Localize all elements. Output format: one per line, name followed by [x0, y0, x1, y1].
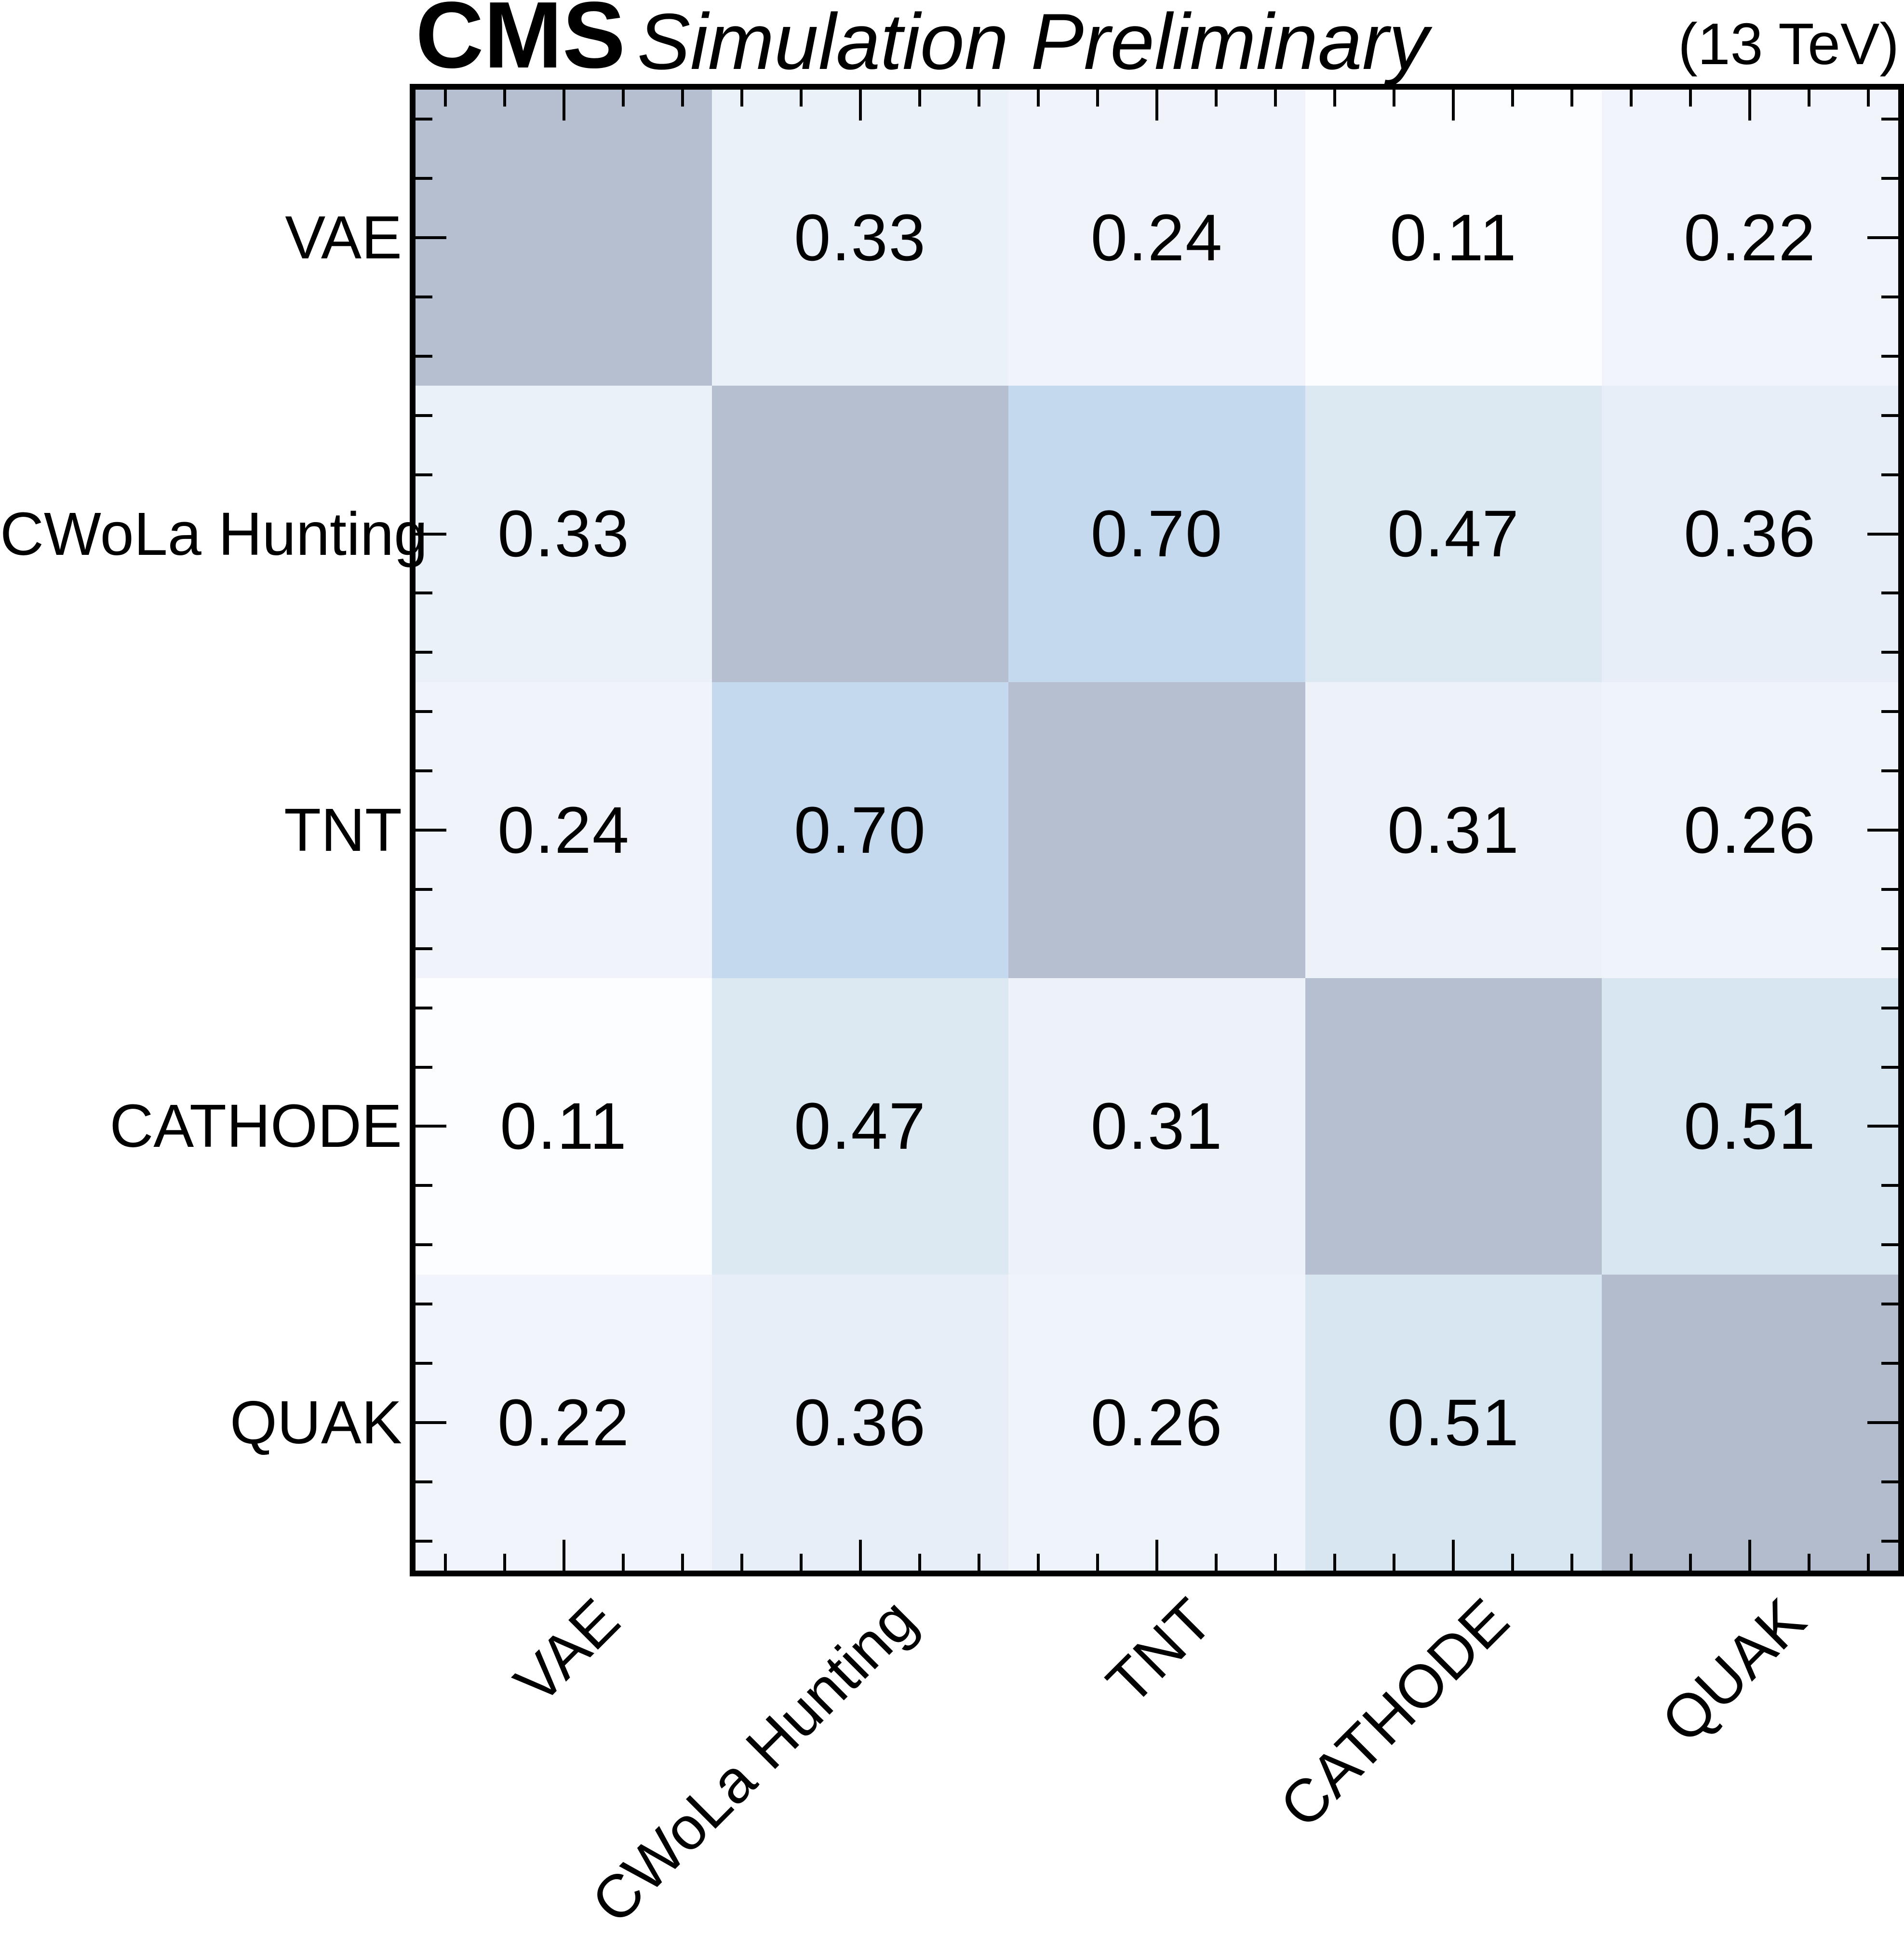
y-axis-label-tnt: TNT — [284, 796, 402, 864]
cms-logo-text: CMS — [416, 0, 626, 88]
y-axis-label-cwola-hunting: CWoLa Hunting — [0, 500, 428, 568]
y-axis-label-cathode: CATHODE — [109, 1092, 402, 1160]
simulation-preliminary-label: Simulation Preliminary — [637, 0, 1429, 86]
x-axis-label-cwola-hunting: CWoLa Hunting — [578, 1586, 929, 1936]
x-axis-label-quak: QUAK — [1648, 1586, 1818, 1756]
y-axis-label-quak: QUAK — [229, 1388, 402, 1456]
energy-label: (13 TeV) — [1678, 11, 1899, 77]
plot-frame — [410, 84, 1904, 1576]
x-axis-label-tnt: TNT — [1093, 1586, 1225, 1718]
x-axis-label-vae: VAE — [501, 1586, 632, 1717]
y-axis-label-vae: VAE — [285, 203, 402, 271]
x-axis-label-cathode: CATHODE — [1267, 1586, 1522, 1841]
